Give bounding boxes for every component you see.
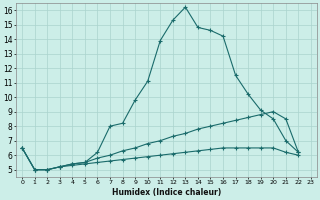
X-axis label: Humidex (Indice chaleur): Humidex (Indice chaleur) <box>112 188 221 197</box>
